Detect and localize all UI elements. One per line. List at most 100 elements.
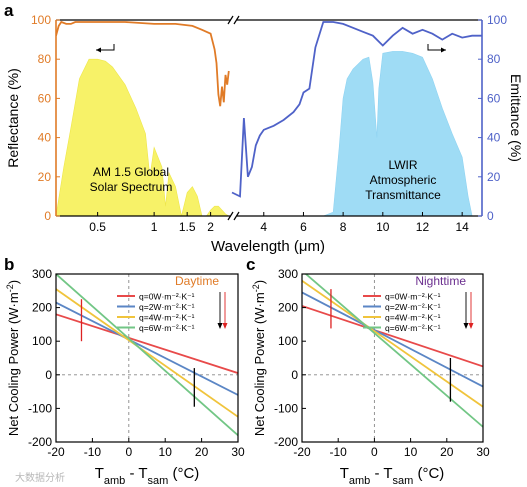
lwir-annotation-line2: Atmospheric: [370, 173, 437, 187]
left-y-tick-label: 20: [38, 170, 52, 184]
panel-c-legend: q=0W·m⁻²·K⁻¹q=2W·m⁻²·K⁻¹q=4W·m⁻²·K⁻¹q=6W…: [363, 292, 474, 333]
daytime-label: Daytime: [175, 274, 219, 288]
y-tick-label: 0: [45, 368, 52, 382]
solar-annotation-line1: AM 1.5 Global: [93, 165, 169, 179]
series-line-q0: [56, 313, 238, 374]
plot-frame: [301, 273, 484, 443]
y-axis-label-net-cooling-b: Net Cooling Power (W·m-2): [5, 280, 21, 436]
x-tick-label: 8: [340, 220, 347, 234]
x-tick-label: 14: [455, 220, 469, 234]
legend-label-q0: q=0W·m⁻²·K⁻¹: [139, 292, 195, 302]
panel-a: a 0.5 1 1.5 2 4 6 8 10 12 14 0 0 20 20 40 40 60 60 80 80 100…: [4, 1, 524, 255]
series-line-q4: [302, 279, 483, 408]
x-tick-label: 0.5: [89, 220, 106, 234]
y-tick-label: 0: [291, 368, 298, 382]
x-tick-label: 2: [207, 220, 214, 234]
legend-label-q2: q=2W·m⁻²·K⁻¹: [139, 302, 195, 312]
x-tick-label: 20: [440, 445, 454, 459]
y-tick-label: 200: [32, 301, 52, 315]
right-y-tick-label: 60: [487, 91, 501, 105]
y-axis-label-emittance: Emittance (%): [508, 74, 524, 162]
panel-a-plot-area: [56, 20, 482, 216]
right-y-tick-label: 20: [487, 170, 501, 184]
axis-break-mark: [227, 211, 234, 221]
legend-label-q4: q=4W·m⁻²·K⁻¹: [385, 313, 441, 323]
left-y-tick-label: 0: [44, 209, 51, 223]
y-axis-label-net-cooling-c: Net Cooling Power (W·m-2): [251, 280, 267, 436]
left-y-tick-label: 100: [31, 13, 51, 27]
legend-arrow-head: [468, 323, 474, 329]
legend-arrow-head: [217, 323, 223, 329]
axis-break-gap: [231, 212, 237, 220]
legend-label-q4: q=4W·m⁻²·K⁻¹: [139, 313, 195, 323]
panel-b-legend: q=0W·m⁻²·K⁻¹q=2W·m⁻²·K⁻¹q=4W·m⁻²·K⁻¹q=6W…: [117, 292, 228, 333]
y-tick-label: -200: [274, 435, 298, 449]
series-line-q4: [56, 288, 238, 418]
x-tick-label: -10: [330, 445, 348, 459]
x-tick-label: 10: [404, 445, 418, 459]
legend-label-q6: q=6W·m⁻²·K⁻¹: [139, 323, 195, 333]
lwir-annotation-line3: Transmittance: [365, 188, 441, 202]
x-tick-label: 1.5: [179, 220, 196, 234]
x-tick-label: 20: [195, 445, 209, 459]
solar-spectrum-area: [56, 58, 229, 216]
panel-label-b: b: [4, 255, 14, 274]
y-tick-label: 300: [32, 267, 52, 281]
legend-label-q0: q=0W·m⁻²·K⁻¹: [385, 292, 441, 302]
left-pointing-arrow: [96, 44, 115, 51]
lwir-annotation-line1: LWIR: [388, 158, 417, 172]
legend-arrow-head: [222, 323, 228, 329]
right-y-tick-label: 100: [487, 13, 507, 27]
y-tick-label: -200: [28, 435, 52, 449]
legend-label-q6: q=6W·m⁻²·K⁻¹: [385, 323, 441, 333]
right-y-tick-label: 0: [487, 209, 494, 223]
y-tick-label: -100: [28, 401, 52, 415]
panel-c-plot-area: [302, 274, 483, 442]
series-line-q0: [302, 305, 483, 368]
left-y-tick-label: 40: [38, 131, 52, 145]
series-line-q2: [56, 301, 238, 396]
x-tick-label: 10: [159, 445, 173, 459]
x-tick-label: 1: [151, 220, 158, 234]
nighttime-label: Nighttime: [415, 274, 466, 288]
x-axis-label-b: Tamb - Tsam (°C): [95, 465, 200, 487]
x-axis-label-wavelength: Wavelength (μm): [211, 238, 325, 255]
x-tick-label: -20: [293, 445, 311, 459]
y-tick-label: 300: [278, 267, 298, 281]
x-tick-label: 30: [231, 445, 245, 459]
panel-label-a: a: [4, 1, 14, 20]
x-tick-label: 6: [300, 220, 307, 234]
right-y-tick-label: 80: [487, 52, 501, 66]
axis-break-mark: [233, 211, 240, 221]
axis-break-mark: [227, 15, 234, 25]
y-tick-label: 200: [278, 301, 298, 315]
y-tick-label: 100: [32, 334, 52, 348]
left-y-tick-label: 80: [38, 52, 52, 66]
emittance-curve: [231, 21, 482, 198]
lwir-transmittance-area: [323, 51, 473, 216]
series-line-q6: [56, 274, 238, 436]
left-y-tick-label: 60: [38, 91, 52, 105]
left-arrow-head: [96, 47, 101, 53]
axis-break-gap: [231, 16, 237, 24]
x-tick-label: 0: [371, 445, 378, 459]
panel-a-axes: 0.5 1 1.5 2 4 6 8 10 12 14 0 0 20 20 40 40 60 60 80 80 100 10…: [31, 13, 507, 234]
right-arrow-head: [441, 47, 446, 53]
x-tick-label: 4: [260, 220, 267, 234]
x-tick-label: -20: [47, 445, 65, 459]
x-tick-label: 0: [125, 445, 132, 459]
x-tick-label: 12: [416, 220, 430, 234]
watermark: 大数据分析: [15, 471, 65, 484]
x-tick-label: 10: [376, 220, 390, 234]
y-axis-label-reflectance: Reflectance (%): [5, 68, 21, 168]
x-tick-label: 30: [476, 445, 490, 459]
panel-b-plot-area: [56, 274, 238, 442]
right-pointing-arrow: [427, 44, 446, 51]
panel-label-c: c: [246, 255, 255, 274]
reflectance-curve: [56, 20, 230, 107]
